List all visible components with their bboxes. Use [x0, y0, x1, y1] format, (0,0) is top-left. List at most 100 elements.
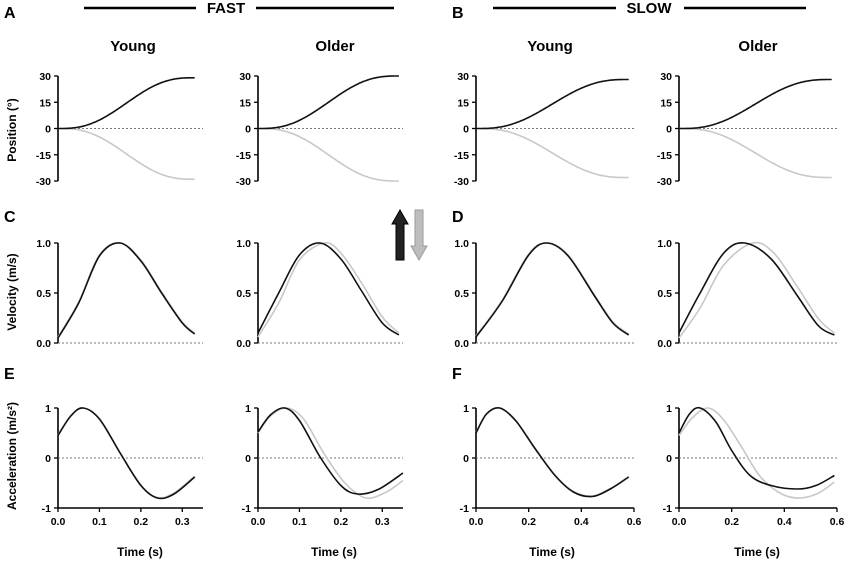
chart-vel-slow-older: 1.0 0.5 0.0 — [657, 238, 837, 350]
series-line-up — [57, 76, 195, 130]
legend-down-arrow-icon — [410, 209, 428, 262]
y-tick-label: 0.5 — [236, 288, 251, 300]
y-tick-label: 15 — [39, 97, 51, 109]
x-tick-label: 0.4 — [574, 516, 589, 528]
y-tick-label: 0 — [245, 124, 251, 136]
y-tick-label: -15 — [236, 150, 251, 162]
series-line-down — [678, 407, 835, 499]
panel-letter-e: E — [4, 366, 15, 383]
ylabel-position: Position (°) — [5, 98, 19, 161]
column-title-slow-young: Young — [527, 38, 573, 55]
series-line-down — [57, 242, 196, 338]
y-tick-label: -1 — [460, 503, 469, 515]
x-tick-label: 0.4 — [777, 516, 792, 528]
y-tick-label: 0.0 — [454, 338, 469, 350]
y-tick-label: -30 — [36, 176, 51, 188]
x-tick-label: 0.2 — [334, 516, 349, 528]
panel-letter-f: F — [452, 366, 462, 383]
y-tick-label: -1 — [663, 503, 672, 515]
series-line-up — [475, 78, 629, 130]
chart-acc-fast-young: 1 0 -10.0 0.1 0.2 0.3 — [42, 403, 203, 528]
ylabel-acceleration: Acceleration (m/s²) — [5, 402, 19, 510]
group-title-fast: FAST — [207, 0, 245, 17]
xlabel-slow-young: Time (s) — [529, 545, 575, 559]
chart-pos-slow-young: 30 15 0 -15 -30 — [454, 71, 634, 188]
chart-vel-slow-young: 1.0 0.5 0.0 — [454, 238, 634, 350]
y-tick-label: 1.0 — [236, 238, 251, 250]
chart-pos-fast-young: 30 15 0 -15 -30 — [36, 71, 203, 188]
xlabel-fast-young: Time (s) — [117, 545, 163, 559]
y-tick-label: 0 — [463, 124, 469, 136]
x-tick-label: 0.6 — [830, 516, 845, 528]
x-tick-label: 0.3 — [175, 516, 190, 528]
series-line-up — [475, 242, 630, 338]
y-tick-label: 0.0 — [657, 338, 672, 350]
y-tick-label: -15 — [36, 150, 51, 162]
chart-pos-slow-older: 30 15 0 -15 -30 — [657, 71, 837, 188]
panel-letter-b: B — [452, 5, 464, 22]
x-tick-label: 0.0 — [251, 516, 266, 528]
y-tick-label: 15 — [239, 97, 251, 109]
series-line-down — [57, 127, 195, 181]
series-line-up — [678, 242, 835, 336]
y-tick-label: 30 — [660, 71, 672, 83]
y-tick-label: 1.0 — [454, 238, 469, 250]
y-tick-label: 30 — [239, 71, 251, 83]
y-tick-label: 0.5 — [454, 288, 469, 300]
series-line-up — [57, 242, 196, 339]
panel-letter-d: D — [452, 209, 464, 226]
series-line-down — [678, 241, 835, 339]
y-tick-label: 1 — [45, 403, 51, 415]
ylabel-velocity: Velocity (m/s) — [5, 253, 19, 330]
series-line-down — [57, 407, 196, 499]
x-tick-label: 0.1 — [92, 516, 107, 528]
x-tick-label: 0.2 — [134, 516, 149, 528]
column-title-fast-young: Young — [110, 38, 156, 55]
x-tick-label: 0.0 — [469, 516, 484, 528]
legend-up-arrow-icon — [391, 208, 409, 261]
chart-pos-fast-older: 30 15 0 -15 -30 — [236, 71, 403, 188]
series-line-down — [678, 127, 832, 179]
y-tick-label: 0 — [463, 453, 469, 465]
chart-acc-slow-older: 1 0 -10.0 0.2 0.4 0.6 — [663, 403, 845, 528]
y-tick-label: 1.0 — [36, 238, 51, 250]
y-tick-label: 1 — [666, 403, 672, 415]
y-tick-label: 0.5 — [36, 288, 51, 300]
y-tick-label: 30 — [457, 71, 469, 83]
column-title-fast-older: Older — [315, 38, 354, 55]
y-tick-label: 1 — [463, 403, 469, 415]
series-line-up — [678, 78, 832, 130]
series-line-up — [57, 407, 196, 500]
xlabel-slow-older: Time (s) — [734, 545, 780, 559]
y-tick-label: 0.0 — [236, 338, 251, 350]
series-line-down — [475, 242, 630, 337]
y-tick-label: -30 — [657, 176, 672, 188]
y-tick-label: 0 — [45, 124, 51, 136]
plot-grid: 30 15 0 -15 -30 30 15 0 -15 -30 30 15 0 -15 -30 30 15 0 -1… — [36, 71, 845, 528]
chart-acc-fast-older: 1 0 -10.0 0.1 0.2 0.3 — [242, 403, 404, 528]
series-line-up — [475, 406, 630, 498]
series-line-up — [257, 242, 400, 336]
y-tick-label: 0 — [245, 453, 251, 465]
y-tick-label: 0 — [45, 453, 51, 465]
y-tick-label: 15 — [457, 97, 469, 109]
chart-vel-fast-young: 1.0 0.5 0.0 — [36, 238, 203, 350]
x-tick-label: 0.0 — [51, 516, 66, 528]
x-tick-label: 0.3 — [375, 516, 390, 528]
x-tick-label: 0.0 — [672, 516, 687, 528]
x-tick-label: 0.6 — [627, 516, 642, 528]
y-tick-label: 0 — [666, 453, 672, 465]
x-tick-label: 0.1 — [292, 516, 307, 528]
series-line-down — [257, 242, 400, 338]
series-line-up — [257, 407, 404, 495]
chart-acc-slow-young: 1 0 -10.0 0.2 0.4 0.6 — [460, 403, 642, 528]
series-line-down — [475, 406, 630, 497]
column-title-slow-older: Older — [738, 38, 777, 55]
chart-vel-fast-older: 1.0 0.5 0.0 — [236, 238, 403, 350]
panel-letter-a: A — [4, 5, 16, 22]
series-line-down — [257, 407, 404, 500]
group-title-slow: SLOW — [627, 0, 673, 17]
y-tick-label: -30 — [236, 176, 251, 188]
y-tick-label: -1 — [242, 503, 251, 515]
